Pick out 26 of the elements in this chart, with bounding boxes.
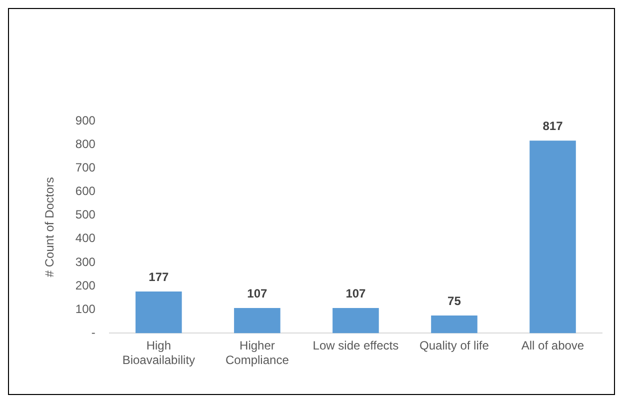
data-label: 177 xyxy=(148,270,170,284)
y-tick-label: 100 xyxy=(75,302,96,316)
bar xyxy=(431,316,478,334)
x-tick-label: High Bioavailability xyxy=(122,338,196,368)
bar xyxy=(332,308,379,334)
y-tick-label: 700 xyxy=(75,160,96,174)
x-tick-label: All of above xyxy=(521,338,584,353)
y-tick-label: 600 xyxy=(75,184,96,198)
bar xyxy=(136,291,182,334)
x-tick-label: Low side effects xyxy=(312,338,399,353)
data-label: 107 xyxy=(247,286,268,300)
data-label: 817 xyxy=(542,118,564,133)
y-tick-label: 800 xyxy=(75,136,96,151)
y-tick-label: 200 xyxy=(75,278,96,292)
bar xyxy=(530,140,576,334)
y-tick-label: 400 xyxy=(75,231,96,246)
x-tick-label: Quality of life xyxy=(420,338,490,353)
y-tick-label: 500 xyxy=(75,208,96,222)
data-label: 107 xyxy=(346,286,366,300)
data-label: 75 xyxy=(448,294,462,308)
x-tick-label: Higher Compliance xyxy=(226,338,290,368)
y-axis-title: # Count of Doctors xyxy=(42,177,57,278)
y-tick-label: 900 xyxy=(75,113,96,128)
y-tick-label: 300 xyxy=(75,254,96,269)
bar xyxy=(234,308,280,334)
y-tick-label: - xyxy=(91,326,96,340)
